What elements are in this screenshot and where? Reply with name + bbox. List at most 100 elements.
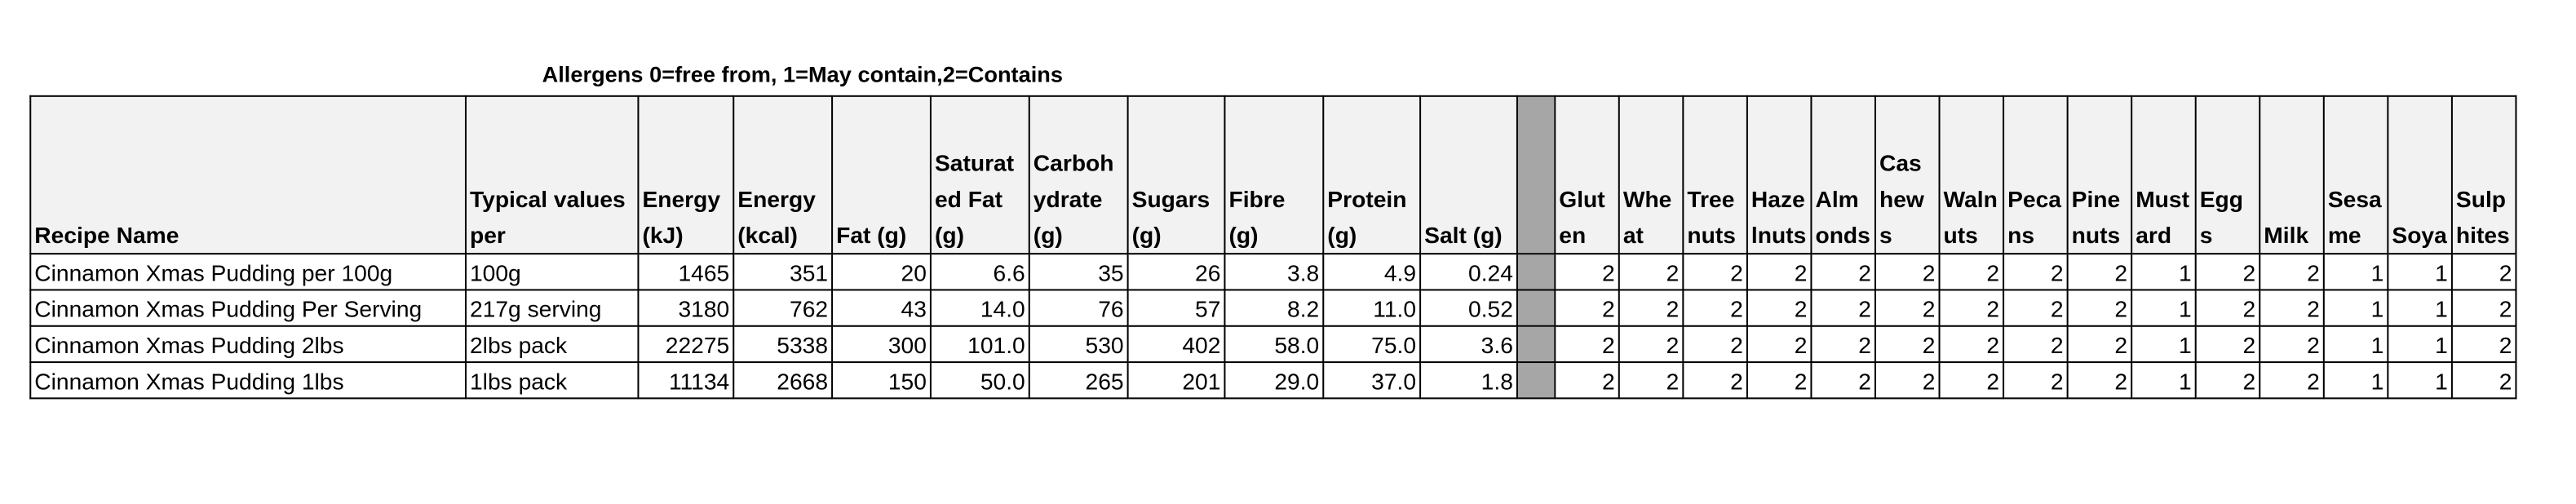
column-header: Tree nuts: [1682, 95, 1748, 255]
cell: 1: [2322, 253, 2389, 291]
cell: 2: [2003, 361, 2069, 400]
cell: 2: [1682, 361, 1748, 400]
cell: 2: [2259, 289, 2325, 327]
cell: Cinnamon Xmas Pudding per 100g: [29, 253, 467, 291]
cell: 1: [2131, 253, 2197, 291]
column-header: Salt (g): [1419, 95, 1518, 255]
cell: 2: [1746, 325, 1812, 364]
separator: [1516, 325, 1556, 364]
cell: 2: [2450, 361, 2517, 400]
column-header: Pine nuts: [2066, 95, 2133, 255]
cell: 2: [1810, 361, 1876, 400]
cell: 2: [2259, 253, 2325, 291]
column-header: Soya: [2387, 95, 2453, 255]
cell: 2: [1938, 325, 2005, 364]
column-header: Almonds: [1810, 95, 1876, 255]
cell: 2: [1746, 361, 1812, 400]
cell: 2: [1618, 289, 1684, 327]
cell: 2: [2194, 253, 2261, 291]
cell: 3.8: [1224, 253, 1325, 291]
column-header: Sugars (g): [1126, 95, 1226, 255]
cell: 37.0: [1322, 361, 1422, 400]
cell: 2: [1554, 253, 1620, 291]
cell: 300: [831, 325, 932, 364]
cell: 2: [2259, 325, 2325, 364]
cell: 57: [1126, 289, 1226, 327]
column-header: Milk: [2259, 95, 2325, 255]
column-header: Fibre (g): [1224, 95, 1325, 255]
cell: 2: [1682, 253, 1748, 291]
cell: 1465: [637, 253, 735, 291]
cell: 2: [1682, 289, 1748, 327]
caption: Allergens 0=free from, 1=May contain,2=C…: [542, 62, 1064, 87]
column-header: Saturated Fat (g): [929, 95, 1030, 255]
cell: 1: [2131, 289, 2197, 327]
cell: 2: [1810, 253, 1876, 291]
cell: 2: [2194, 361, 2261, 400]
cell: 1: [2131, 361, 2197, 400]
cell: 2: [2194, 325, 2261, 364]
cell: 1: [2322, 325, 2389, 364]
cell: 2lbs pack: [464, 325, 640, 364]
cell: 58.0: [1224, 325, 1325, 364]
column-header: Recipe Name: [29, 95, 467, 255]
cell: 2: [1618, 325, 1684, 364]
cell: 2: [1874, 289, 1941, 327]
column-header: Eggs: [2194, 95, 2261, 255]
cell: 2: [2003, 325, 2069, 364]
cell: 20: [831, 253, 932, 291]
cell: 2: [1874, 325, 1941, 364]
separator: [1516, 253, 1556, 291]
column-header: Hazelnuts: [1746, 95, 1812, 255]
column-header: Fat (g): [831, 95, 932, 255]
column-header: Energy (kcal): [733, 95, 834, 255]
cell: 217g serving: [464, 289, 640, 327]
cell: 2: [1746, 253, 1812, 291]
cell: 2: [1874, 253, 1941, 291]
cell: 2: [2003, 253, 2069, 291]
cell: 4.9: [1322, 253, 1422, 291]
cell: 14.0: [929, 289, 1030, 327]
cell: 402: [1126, 325, 1226, 364]
cell: 1: [2387, 325, 2453, 364]
cell: 6.6: [929, 253, 1030, 291]
cell: 530: [1028, 325, 1129, 364]
cell: 2: [1874, 361, 1941, 400]
cell: 265: [1028, 361, 1129, 400]
cell: 76: [1028, 289, 1129, 327]
cell: 2: [2259, 361, 2325, 400]
column-header: Protein (g): [1322, 95, 1422, 255]
cell: 2: [1810, 289, 1876, 327]
data-row: Cinnamon Xmas Pudding per 100g 100g 1465 35…: [29, 253, 2517, 291]
column-header: Pecans: [2003, 95, 2069, 255]
nutrition-table: Recipe Name Typical values per Energy (kJ)…: [29, 95, 2517, 400]
cell: 75.0: [1322, 325, 1422, 364]
cell: 2: [1682, 325, 1748, 364]
cell: 11134: [637, 361, 735, 400]
column-header: Mustard: [2131, 95, 2197, 255]
cell: 2: [2003, 289, 2069, 327]
data-row: Cinnamon Xmas Pudding 1lbs 1lbs pack 11134…: [29, 361, 2517, 400]
cell: Cinnamon Xmas Pudding 1lbs: [29, 361, 467, 400]
cell: 351: [733, 253, 834, 291]
cell: 101.0: [929, 325, 1030, 364]
cell: 762: [733, 289, 834, 327]
data-row: Cinnamon Xmas Pudding Per Serving 217g se…: [29, 289, 2517, 327]
cell: 1lbs pack: [464, 361, 640, 400]
cell: 2: [1938, 253, 2005, 291]
cell: 2: [1618, 361, 1684, 400]
cell: 2: [2194, 289, 2261, 327]
cell: Cinnamon Xmas Pudding Per Serving: [29, 289, 467, 327]
column-header: Walnuts: [1938, 95, 2005, 255]
separator: [1516, 95, 1556, 255]
data-row: Cinnamon Xmas Pudding 2lbs 2lbs pack 22275…: [29, 325, 2517, 364]
cell: Cinnamon Xmas Pudding 2lbs: [29, 325, 467, 364]
cell: 26: [1126, 253, 1226, 291]
cell: 2: [2450, 325, 2517, 364]
cell: 2: [1554, 361, 1620, 400]
cell: 2: [2066, 325, 2133, 364]
cell: 3.6: [1419, 325, 1518, 364]
cell: 201: [1126, 361, 1226, 400]
cell: 22275: [637, 325, 735, 364]
